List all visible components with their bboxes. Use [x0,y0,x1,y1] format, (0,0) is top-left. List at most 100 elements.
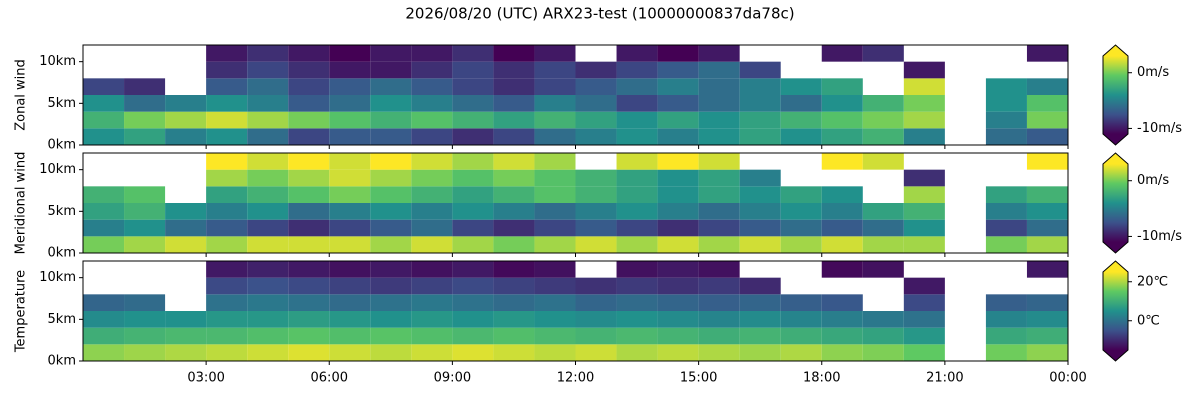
heat-cell [83,236,125,253]
heat-cell [698,45,740,62]
heat-cell [1026,111,1068,129]
heat-cell [616,261,658,278]
heat-cell [493,45,535,62]
heat-cell [288,78,330,95]
heat-cell [821,344,863,361]
heat-cell [329,95,371,112]
heat-cell [247,311,289,328]
heat-cell [657,261,699,278]
colorbar-tick-label: -10m/s [1137,229,1182,244]
heat-cell [534,261,576,278]
heat-cell [370,261,412,278]
heat-cell [698,128,740,145]
heat-cell [1026,153,1068,170]
heat-cell [903,294,945,311]
heat-cell [657,78,699,95]
heat-cell [83,111,125,129]
heat-cell [493,95,535,112]
y-tick-label: 10km [39,270,76,285]
colorbar-tick-label: -10m/s [1137,121,1182,136]
heat-cell [329,78,371,95]
heat-cell [616,169,658,187]
heat-cell [616,128,658,145]
heat-cell [247,261,289,278]
heat-cell [821,219,863,237]
heat-cell [616,111,658,129]
heat-cell [411,78,453,95]
heat-cell [698,153,740,170]
heat-cell [452,311,494,328]
heat-cell [903,169,945,187]
colorbar-extend [1103,242,1128,253]
heat-cell [452,294,494,311]
heat-cell [452,153,494,170]
heat-cell [452,344,494,361]
heat-cell [985,203,1027,220]
y-axis-label: Temperature [14,270,29,353]
heat-cell [985,294,1027,311]
heat-cell [83,203,125,220]
heat-cell [411,61,453,79]
heat-cell [657,236,699,253]
heat-cell [288,327,330,345]
heat-cell [452,203,494,220]
heat-cell [165,344,207,361]
heat-cell [206,45,248,62]
colorbar-frame [1102,44,1129,146]
heat-cell [985,236,1027,253]
heat-cell [452,169,494,187]
heat-cell [329,111,371,129]
heat-cell [288,186,330,203]
x-tick-label: 09:00 [434,371,471,386]
heat-cell [534,294,576,311]
heat-cell [288,128,330,145]
heat-cell [780,219,822,237]
heat-cell [903,311,945,328]
heat-cell [821,311,863,328]
heat-cell [903,78,945,95]
y-tick-label: 10km [39,162,76,177]
heat-cell [165,111,207,129]
heat-cell [329,344,371,361]
heat-cell [288,311,330,328]
x-tick-label: 00:00 [1049,371,1086,386]
heat-cell [370,111,412,129]
heat-cell [329,311,371,328]
heat-cell [165,236,207,253]
colorbar [1103,56,1128,134]
heat-cell [247,128,289,145]
heat-cell [124,78,166,95]
heat-cell [780,186,822,203]
heat-cell [247,294,289,311]
heat-cell [493,344,535,361]
heat-cell [534,311,576,328]
heat-cell [370,128,412,145]
colorbar-tick-label: 20℃ [1137,274,1168,289]
heat-cell [124,128,166,145]
heat-cell [985,311,1027,328]
heat-cell [780,344,822,361]
heat-cell [739,236,781,253]
heat-cell [370,219,412,237]
x-tick-label: 03:00 [187,371,224,386]
heat-cell [124,311,166,328]
heat-cell [903,128,945,145]
heat-cell [534,344,576,361]
heat-cell [862,311,904,328]
heat-cell [698,95,740,112]
heat-cell [83,344,125,361]
heat-cell [1026,45,1068,62]
heat-cell [329,203,371,220]
heat-cell [206,111,248,129]
heat-cell [493,236,535,253]
heat-cell [124,186,166,203]
heat-cell [165,311,207,328]
heat-cell [370,344,412,361]
heat-cell [370,236,412,253]
heat-cell [329,128,371,145]
heat-cell [575,344,617,361]
heat-cell [862,45,904,62]
heat-cell [1026,203,1068,220]
heat-cell [288,236,330,253]
heat-cell [329,277,371,295]
